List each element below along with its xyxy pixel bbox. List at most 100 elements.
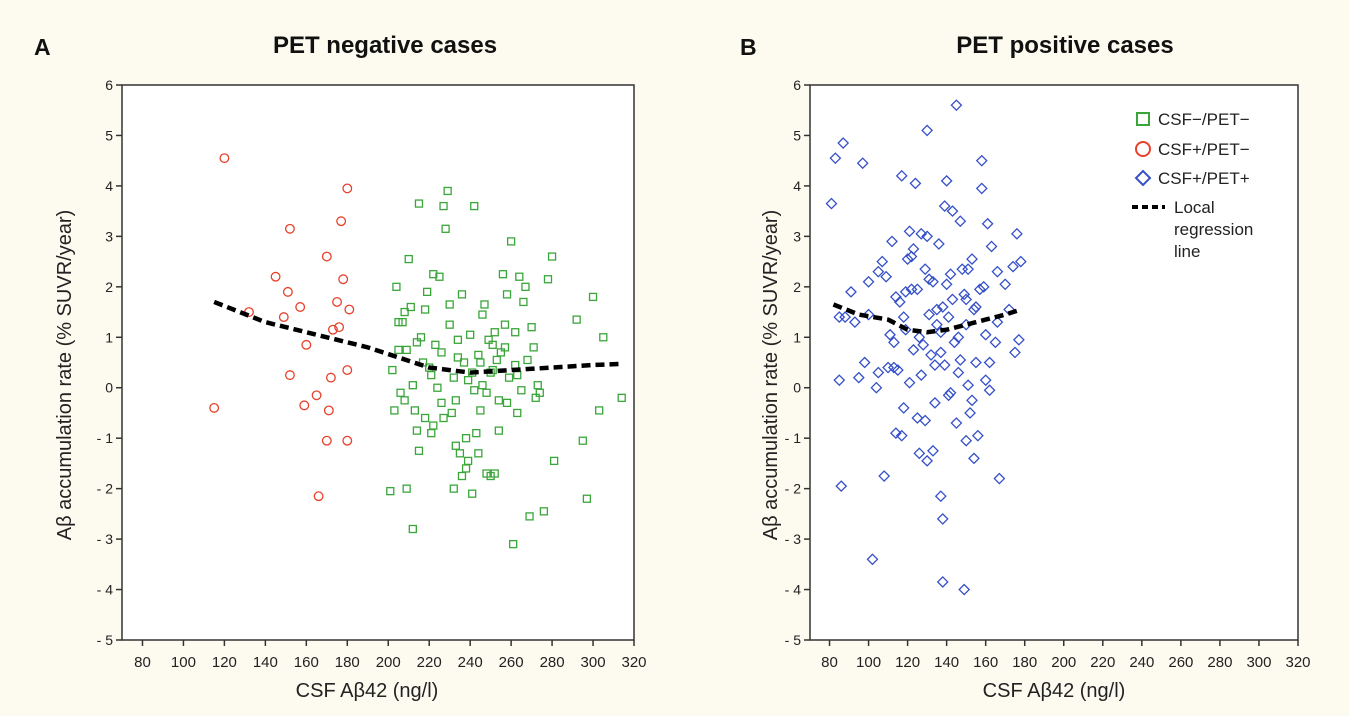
y-tick-label: - 5 [97,632,114,648]
data-point-square [523,355,532,365]
data-point-square [504,373,514,382]
y-tick-label: 0 [793,380,801,396]
legend-label: CSF+/PET+ [1158,169,1250,188]
data-point-circle [284,370,295,381]
data-point-diamond [891,364,904,376]
y-tick-label: 5 [793,127,801,143]
y-tick-label: 3 [105,228,113,244]
data-point-square [513,408,522,418]
data-point-diamond [952,366,965,379]
data-point-diamond [952,331,965,344]
data-point-diamond [1012,333,1025,346]
x-tick-label: 260 [1168,654,1193,671]
plot-area [809,84,1299,641]
data-point-square [595,406,604,415]
data-point-square [476,358,485,367]
data-point-square [588,292,598,302]
data-point-square [494,396,503,405]
data-point-square [386,487,395,496]
x-tick-label: 320 [621,654,646,671]
data-point-square [439,201,448,211]
data-point-diamond [829,152,842,165]
data-point-diamond [895,169,908,182]
data-point-diamond [944,268,957,281]
data-point-diamond [913,331,926,344]
data-point-square [449,373,458,382]
x-tick-label: 140 [934,654,959,671]
data-point-diamond [962,379,975,392]
data-point-diamond [905,250,918,263]
y-axis-label: Aβ accumulation rate (% SUVR/year) [54,210,76,541]
data-point-square [412,338,422,347]
data-point-square [527,323,536,332]
data-point-diamond [848,316,861,329]
data-point-diamond [897,401,910,414]
data-point-diamond [845,285,857,298]
data-point-diamond [903,225,916,238]
data-point-square [427,428,436,438]
data-point-square [466,330,475,339]
x-tick-label: 160 [294,654,319,671]
data-point-square [410,406,420,415]
data-point-square [500,320,510,329]
data-point-square [549,456,559,466]
data-point-square [500,343,510,352]
data-point-diamond [911,412,924,424]
data-point-square [406,302,415,312]
x-tick-label: 120 [212,654,237,671]
data-point-square [539,507,549,516]
data-point-square [420,413,430,423]
data-point-diamond [919,414,932,427]
data-point-diamond [825,197,838,210]
data-point-square [457,471,467,481]
x-tick-label: 160 [973,654,998,671]
data-point-diamond [938,200,951,213]
y-tick-label: - 4 [97,582,114,598]
data-point-circle [299,400,310,411]
legend-square-marker [1136,112,1150,126]
data-point-circle [301,339,312,350]
data-point-diamond [960,434,973,447]
y-tick-label: 1 [793,329,801,345]
data-point-diamond [946,293,959,306]
data-point-square [511,328,520,337]
data-point-square [429,270,438,279]
y-tick-label: - 5 [785,632,802,648]
x-tick-label: 100 [856,654,881,671]
y-tick-label: - 1 [785,430,802,446]
data-point-diamond [975,182,988,195]
data-point-diamond [856,157,869,170]
data-point-diamond [919,263,932,276]
x-tick-label: 220 [1090,654,1115,671]
data-point-square [472,428,481,438]
panel-a: A PET negative cases Aβ accumulation rat… [34,32,647,702]
data-point-diamond [970,301,982,313]
legend-circle-marker [1135,141,1151,157]
x-tick-label: 320 [1285,654,1310,671]
data-point-square [431,340,440,349]
y-tick-label: 5 [105,127,113,143]
data-point-square [404,254,413,264]
data-point-square [423,287,432,297]
data-point-diamond [917,338,930,351]
data-point-diamond [971,429,984,442]
data-point-diamond [878,470,891,482]
data-point-diamond [872,265,885,278]
data-point-circle [278,312,289,323]
data-point-diamond [925,349,937,361]
y-tick-label: 6 [793,77,801,93]
data-point-square [388,365,397,375]
data-point-circle [270,271,281,282]
data-point-diamond [835,480,848,493]
data-point-square [572,315,581,324]
data-point-diamond [940,278,953,291]
data-point-square [412,426,422,435]
x-tick-label: 140 [253,654,278,671]
legend-label: Local regression line [1174,198,1253,261]
data-point-square [402,484,411,493]
data-point-square [502,398,512,408]
x-tick-label: 120 [895,654,920,671]
data-point-diamond [833,374,846,387]
data-point-square [439,413,448,423]
x-tick-label: 300 [581,654,606,671]
